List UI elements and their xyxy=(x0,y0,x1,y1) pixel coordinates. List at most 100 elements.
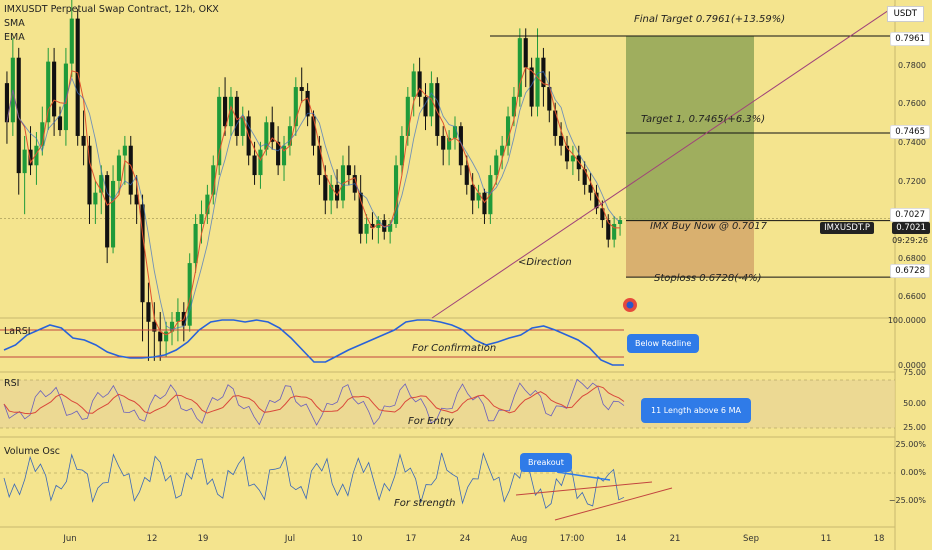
candle-body xyxy=(464,165,469,185)
candle-body xyxy=(105,175,110,248)
candle-body xyxy=(193,223,198,264)
volume-trendline xyxy=(554,487,673,521)
candle-body xyxy=(287,126,292,146)
candle-body xyxy=(252,155,257,176)
candle-body xyxy=(547,87,552,111)
candle-body xyxy=(500,145,505,156)
symbol-tag: IMXUSDT.P xyxy=(820,222,874,234)
rsi-callout: 11 Length above 6 MA xyxy=(641,398,751,423)
volume-trendline xyxy=(515,481,653,496)
candle-body xyxy=(411,71,416,97)
time-axis-label: 14 xyxy=(615,534,627,544)
candle-body xyxy=(494,155,499,176)
candle-body xyxy=(146,302,151,322)
ema-line xyxy=(6,66,621,336)
time-axis-label: 12 xyxy=(146,534,158,544)
time-axis-label: Jul xyxy=(284,534,296,544)
candle-body xyxy=(553,110,558,136)
candle-body xyxy=(570,155,575,162)
candle-body xyxy=(116,155,122,181)
candle-body xyxy=(423,96,428,117)
larsi-label[interactable]: LaRSI xyxy=(4,326,31,337)
candle-body xyxy=(293,87,298,127)
candlestick-series xyxy=(4,0,623,361)
time-axis-label: Aug xyxy=(510,534,528,544)
buy-annotation: IMX Buy Now @ 0.7017 xyxy=(650,221,768,232)
time-axis-label: Sep xyxy=(742,534,760,544)
candle-body xyxy=(600,208,605,221)
candle-body xyxy=(122,145,127,156)
event-flag-icon-inner xyxy=(626,301,634,309)
candle-body xyxy=(435,83,440,136)
candle-body xyxy=(305,90,310,117)
rsi-axis-label: 75.00 xyxy=(903,368,926,377)
candle-body xyxy=(447,137,452,150)
candle-body xyxy=(393,165,399,224)
time-axis-label: Jun xyxy=(63,534,77,544)
current-price-tag: 0.7021 xyxy=(892,222,930,234)
ema-indicator-label[interactable]: EMA xyxy=(4,32,25,43)
rsi-line xyxy=(3,378,625,426)
candle-body xyxy=(87,145,92,205)
candle-body xyxy=(93,192,98,205)
candle-body xyxy=(4,83,10,123)
larsi-axis-label: 0.0000 xyxy=(898,361,926,370)
candle-body xyxy=(240,116,245,136)
candle-body xyxy=(16,57,21,174)
time-axis-label: 10 xyxy=(351,534,363,544)
volume-osc-label[interactable]: Volume Osc xyxy=(4,446,61,457)
candle-body xyxy=(564,145,570,162)
final-target-price-tag: 0.7961 xyxy=(890,32,930,46)
candle-body xyxy=(164,331,169,342)
candle-body xyxy=(140,204,145,303)
candle-body xyxy=(529,67,534,107)
breakout-pointer xyxy=(556,471,611,481)
time-axis-label: 24 xyxy=(459,534,471,544)
profit-zone xyxy=(626,36,754,221)
currency-badge[interactable]: USDT xyxy=(886,6,924,22)
time-axis-label: 17:00 xyxy=(559,534,585,544)
rsi-label[interactable]: RSI xyxy=(4,378,20,389)
candle-body xyxy=(441,135,446,150)
candle-body xyxy=(523,38,528,68)
target1-price-tag: 0.7465 xyxy=(890,125,930,139)
candle-body xyxy=(69,18,74,64)
breakout-callout: Breakout xyxy=(520,453,572,472)
sma-line xyxy=(6,70,621,331)
candle-body xyxy=(505,116,511,146)
candle-body xyxy=(329,184,334,201)
candle-body xyxy=(470,184,475,201)
candle-body xyxy=(258,149,263,176)
candle-body xyxy=(276,141,281,166)
candle-body xyxy=(323,175,328,201)
candle-body xyxy=(340,165,346,201)
price-axis-label: 0.6600 xyxy=(898,292,926,301)
candle-body xyxy=(388,223,393,232)
candle-body xyxy=(317,145,322,176)
rsi-note: For Entry xyxy=(408,416,454,427)
candle-body xyxy=(346,165,351,176)
larsi-line xyxy=(3,319,624,366)
time-axis-label: 11 xyxy=(820,534,832,544)
price-axis-label: 0.7600 xyxy=(898,99,926,108)
sma-indicator-label[interactable]: SMA xyxy=(4,18,25,29)
candle-body xyxy=(264,122,269,150)
direction-annotation: <Direction xyxy=(518,257,572,268)
price-axis-label: 0.7400 xyxy=(898,138,926,147)
candle-body xyxy=(535,57,540,107)
candle-body xyxy=(594,192,599,209)
larsi-note: For Confirmation xyxy=(412,343,497,354)
direction-trendline xyxy=(431,5,896,319)
candle-body xyxy=(205,194,210,215)
candle-body xyxy=(158,331,163,342)
volume-osc-line xyxy=(3,451,625,509)
candle-body xyxy=(175,311,180,322)
candle-body xyxy=(335,184,340,201)
rsi-axis-label: 50.00 xyxy=(903,399,926,408)
candle-body xyxy=(169,321,175,332)
candle-body xyxy=(358,192,363,234)
candle-body xyxy=(52,61,57,117)
volume-axis-label: −25.00% xyxy=(888,496,926,505)
time-axis-label: 18 xyxy=(873,534,885,544)
